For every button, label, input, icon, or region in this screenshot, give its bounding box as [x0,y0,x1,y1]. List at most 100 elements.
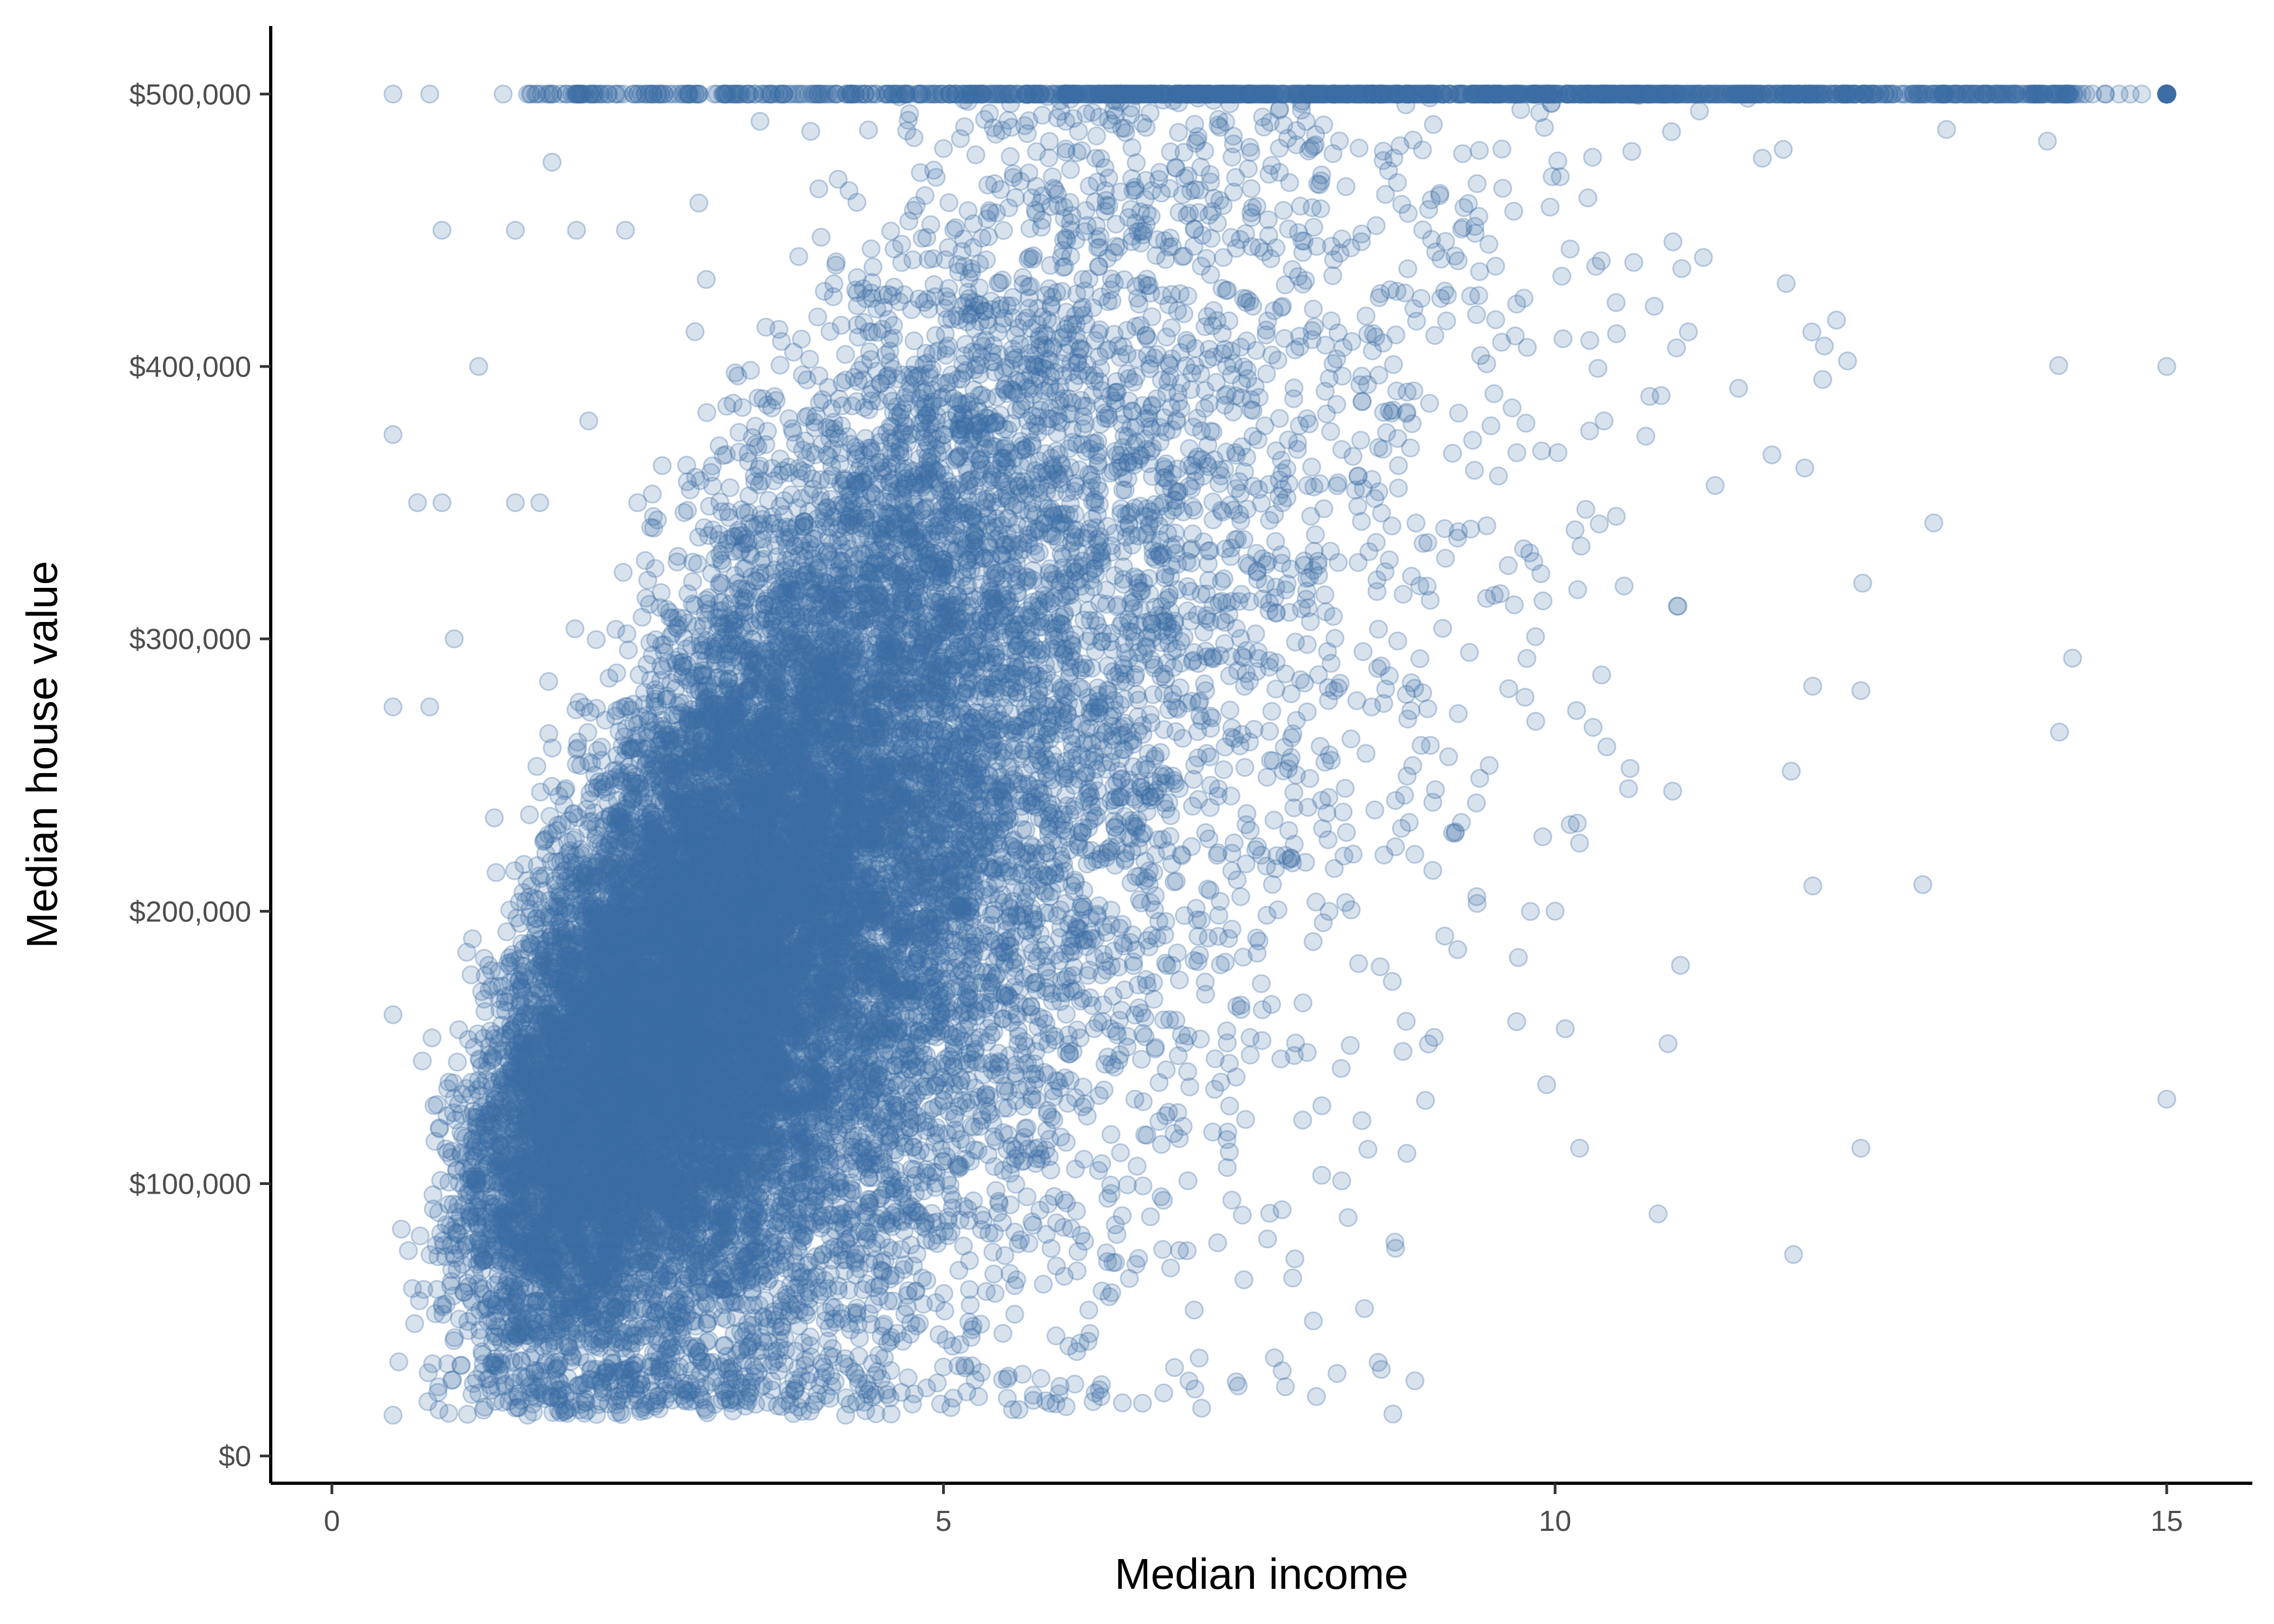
data-point [1606,507,1626,526]
data-point [723,1146,743,1165]
data-point [836,1405,855,1425]
data-point [1056,84,1075,104]
data-point [1101,837,1121,857]
data-point [566,1106,586,1126]
data-point [777,1187,797,1207]
data-point [814,542,834,561]
data-point [816,729,835,748]
data-point [2035,84,2054,104]
data-point [934,139,953,158]
data-point [682,861,701,880]
data-point [723,981,743,1000]
data-point [581,1046,601,1065]
data-point [1130,446,1149,465]
data-point [557,954,576,974]
data-point [880,626,899,646]
data-point [734,935,754,955]
data-point [1619,779,1638,798]
data-point [1022,796,1041,815]
data-point [1285,340,1305,359]
data-point [1851,681,1871,700]
data-point [703,983,722,1003]
data-point [896,871,915,890]
data-point [1312,1096,1331,1116]
data-point [420,697,440,717]
data-point [737,641,756,660]
data-point [662,939,682,959]
data-point [671,971,690,990]
data-point [872,461,891,481]
data-point [792,329,811,349]
data-point [1567,701,1586,721]
data-point [696,1128,716,1147]
data-point [740,1093,759,1113]
data-point [1597,737,1617,757]
data-point [740,669,759,688]
data-point [607,1078,627,1098]
data-point [1125,626,1145,646]
data-point [1423,84,1442,104]
data-point [1014,639,1033,659]
data-point [948,662,967,682]
data-point [813,1246,832,1265]
data-point [557,919,577,939]
data-point [756,764,775,783]
data-point [807,509,827,528]
data-point [860,1000,880,1020]
data-point [629,1286,648,1305]
data-point [1668,597,1687,616]
data-point [862,1083,882,1102]
data-point [1827,310,1846,330]
data-point [838,1068,857,1088]
data-point [587,991,607,1011]
data-point [1013,268,1033,287]
data-point [1301,139,1320,158]
data-point [1484,384,1504,403]
data-point [1570,834,1589,853]
data-point [1595,411,1614,431]
data-point [1321,422,1341,441]
data-point [820,899,840,919]
data-point [816,1134,835,1152]
data-point [1064,481,1084,501]
data-point [689,193,709,213]
data-point [1389,479,1408,498]
data-point [808,888,827,907]
data-point [511,1197,530,1217]
data-point [571,1075,590,1094]
data-point [826,1221,845,1240]
data-point [726,617,745,637]
data-point [616,220,635,240]
data-point [1516,414,1535,433]
data-point [666,1235,685,1254]
data-point [862,560,881,579]
data-point [772,1049,792,1068]
data-point [553,981,572,1001]
data-point [954,875,973,895]
data-point [793,873,812,893]
data-point [509,1099,528,1118]
data-point [1762,445,1782,464]
data-point [533,1185,553,1204]
data-point [724,972,744,991]
data-point [1113,933,1133,953]
data-point [1337,823,1356,842]
data-point [902,384,921,403]
data-point [678,1005,697,1025]
data-point [1076,482,1096,502]
data-point [1423,861,1442,880]
data-point [473,1345,492,1364]
data-point [562,1104,581,1123]
data-point [577,1006,596,1025]
data-point [1056,112,1075,131]
data-point [773,872,792,891]
data-point [815,623,835,643]
data-point [645,1191,664,1211]
data-point [1166,84,1185,104]
data-point [600,1051,619,1071]
data-point [1061,160,1080,179]
data-point [1644,297,1664,316]
data-point [518,84,537,104]
data-point [704,957,724,977]
data-point [814,578,834,598]
